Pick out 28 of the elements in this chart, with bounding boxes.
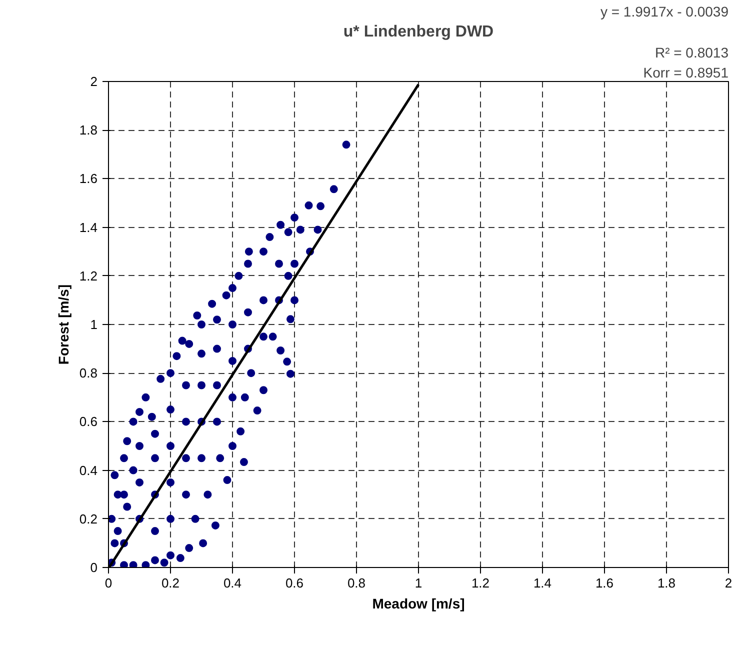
y-tick-label: 0.4 — [79, 462, 98, 478]
y-tick-label: 0 — [90, 560, 98, 575]
x-tick-label: 1.4 — [533, 576, 552, 590]
y-tick-label: 1.4 — [79, 220, 98, 235]
text: R² = 0.8013 — [654, 44, 729, 60]
y-tick-label: 1 — [90, 317, 98, 332]
x-tick-label: 1.8 — [657, 576, 676, 590]
x-tick-label: 1.6 — [595, 576, 614, 590]
y-axis-title: Forest [m/s] — [55, 284, 72, 365]
x-tick-label: 0 — [104, 576, 112, 590]
x-tick-label: 0.8 — [347, 576, 366, 590]
y-tick-label: 0.2 — [79, 511, 98, 526]
y-tick-label: 2 — [90, 74, 98, 89]
y-tick-label: 0.8 — [79, 366, 98, 381]
x-tick-label: 1 — [414, 576, 422, 590]
x-tick-label: 0.2 — [161, 576, 180, 590]
text: Korr = 0.8951 — [643, 64, 729, 80]
x-tick-label: 0.4 — [223, 576, 242, 590]
y-tick-label: 1.2 — [79, 268, 98, 284]
y-tick-label: 0.6 — [79, 414, 98, 430]
x-tick-label: 1.2 — [471, 576, 490, 590]
y-tick-label: 1.8 — [79, 122, 98, 138]
y-tick-label: 1.6 — [79, 171, 98, 186]
x-axis-title: Meadow [m/s] — [372, 596, 465, 612]
chart-title: u* Lindenberg DWD — [343, 24, 494, 40]
x-tick-label: 2 — [724, 576, 732, 590]
x-tick-label: 0.6 — [285, 576, 304, 590]
text: y = 1.9917x - 0.0039 — [600, 4, 729, 20]
